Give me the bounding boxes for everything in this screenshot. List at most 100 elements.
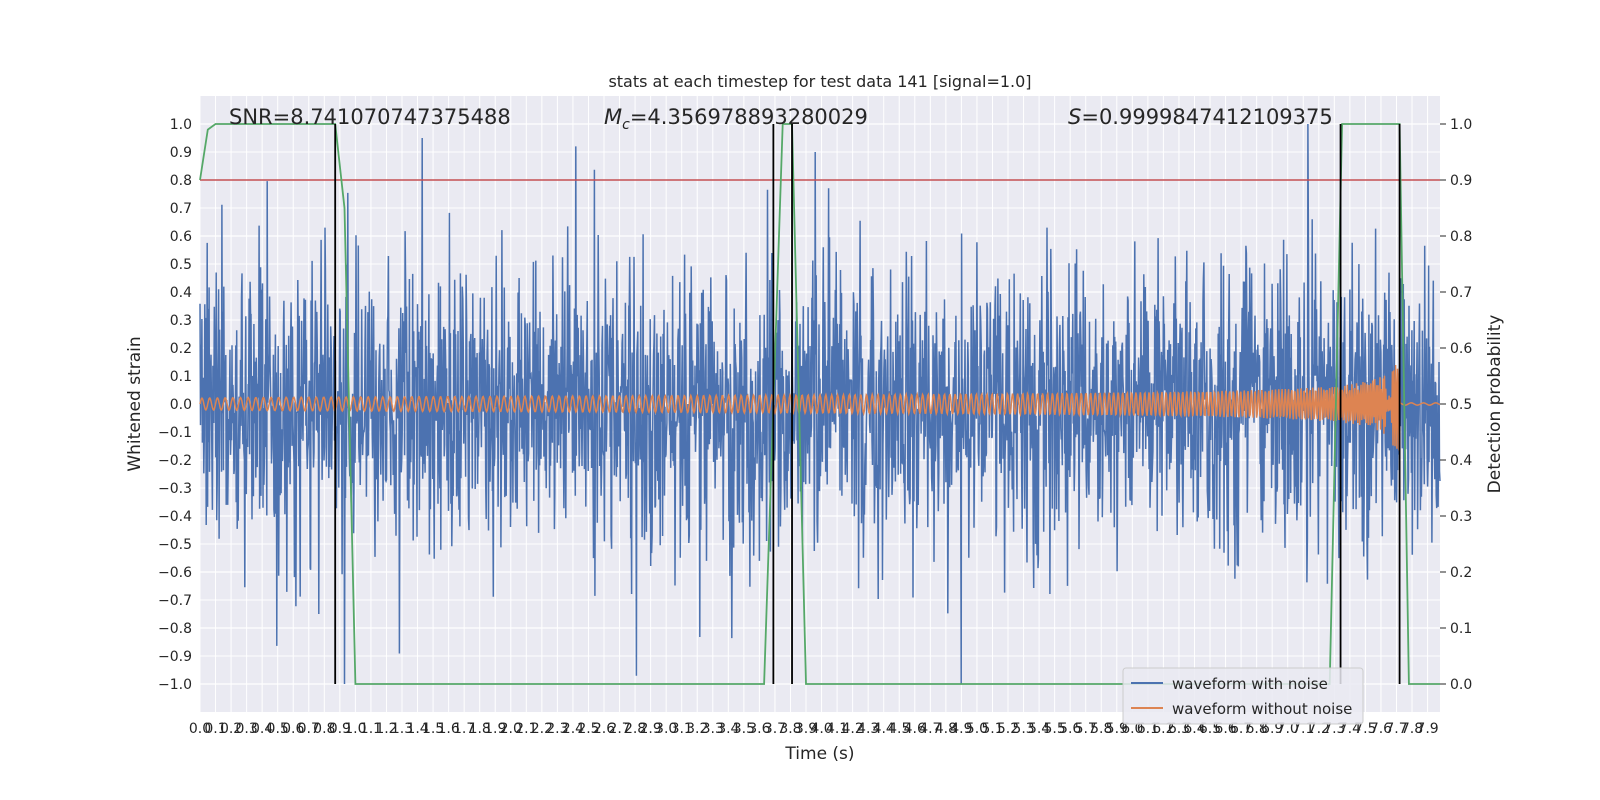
y-right-tick-label: 0.8 bbox=[1450, 229, 1472, 245]
x-tick-label: 3.2 bbox=[686, 721, 708, 737]
x-tick-label: 6.4 bbox=[1183, 721, 1205, 737]
x-tick-label: 4.3 bbox=[857, 721, 879, 737]
x-tick-label: 7.4 bbox=[1339, 721, 1361, 737]
x-tick-label: 2.2 bbox=[531, 721, 553, 737]
x-tick-label: 3.0 bbox=[655, 721, 677, 737]
x-tick-label: 7.1 bbox=[1292, 721, 1314, 737]
y-right-tick-label: 0.2 bbox=[1450, 565, 1472, 581]
y-axis-right-label: Detection probability bbox=[1485, 315, 1505, 494]
series-waveform-with-noise bbox=[199, 123, 1441, 685]
x-tick-label: 5.9 bbox=[1106, 721, 1128, 737]
s-value: =0.9999847412109375 bbox=[1081, 105, 1332, 129]
x-tick-label: 7.0 bbox=[1277, 721, 1299, 737]
y-axis-label: Whitened strain bbox=[125, 336, 145, 471]
x-tick-label: 1.2 bbox=[375, 721, 397, 737]
x-tick-label: 0.6 bbox=[282, 721, 304, 737]
y-tick-label: −0.9 bbox=[158, 649, 192, 665]
x-tick-label: 1.0 bbox=[344, 721, 366, 737]
y-right-tick-label: 0.6 bbox=[1450, 341, 1472, 357]
x-tick-label: 1.8 bbox=[469, 721, 491, 737]
y-tick-label: −1.0 bbox=[158, 677, 192, 693]
x-tick-label: 2.9 bbox=[639, 721, 661, 737]
x-tick-label: 4.0 bbox=[810, 721, 832, 737]
x-tick-label: 2.4 bbox=[562, 721, 584, 737]
x-tick-label: 4.7 bbox=[919, 721, 941, 737]
x-tick-label: 7.8 bbox=[1401, 721, 1423, 737]
annotation-snr: SNR=8.741070747375488 bbox=[229, 105, 511, 129]
y-tick-label: 0.7 bbox=[170, 201, 192, 217]
x-tick-label: 0.1 bbox=[204, 721, 226, 737]
x-tick-label: 1.6 bbox=[437, 721, 459, 737]
y-tick-label: 0.8 bbox=[170, 173, 192, 189]
x-tick-label: 7.5 bbox=[1354, 721, 1376, 737]
x-tick-label: 7.3 bbox=[1323, 721, 1345, 737]
x-tick-label: 0.9 bbox=[329, 721, 351, 737]
legend: waveform with noise waveform without noi… bbox=[1122, 667, 1364, 725]
y-tick-label: −0.7 bbox=[158, 593, 192, 609]
x-tick-label: 5.6 bbox=[1059, 721, 1081, 737]
chirp-mass-symbol: M bbox=[604, 105, 622, 129]
y-right-tick-label: 0.1 bbox=[1450, 621, 1472, 637]
x-tick-label: 2.1 bbox=[515, 721, 537, 737]
x-tick-label: 0.0 bbox=[189, 721, 211, 737]
x-tick-label: 1.9 bbox=[484, 721, 506, 737]
y-right-tick-label: 0.3 bbox=[1450, 509, 1472, 525]
x-tick-label: 7.9 bbox=[1416, 721, 1438, 737]
chart-title: stats at each timestep for test data 141… bbox=[608, 72, 1031, 91]
y-tick-label: 0.0 bbox=[170, 397, 192, 413]
series-detection-probability bbox=[199, 123, 1440, 685]
y-tick-label: −0.3 bbox=[158, 481, 192, 497]
x-tick-label: 4.8 bbox=[935, 721, 957, 737]
x-tick-label: 4.6 bbox=[904, 721, 926, 737]
legend-label-clean: waveform without noise bbox=[1172, 700, 1352, 718]
x-tick-label: 1.1 bbox=[360, 721, 382, 737]
y-tick-label: −0.5 bbox=[158, 537, 192, 553]
x-tick-label: 0.7 bbox=[298, 721, 320, 737]
chirp-mass-subscript: c bbox=[622, 117, 630, 133]
x-tick-label: 0.2 bbox=[220, 721, 242, 737]
y-right-tick-label: 0.5 bbox=[1450, 397, 1472, 413]
x-tick-label: 2.8 bbox=[624, 721, 646, 737]
x-tick-label: 6.9 bbox=[1261, 721, 1283, 737]
s-symbol: S bbox=[1068, 105, 1081, 129]
y-right-tick-label: 0.4 bbox=[1450, 453, 1472, 469]
y-tick-label: −0.2 bbox=[158, 453, 192, 469]
x-tick-label: 0.4 bbox=[251, 721, 273, 737]
x-tick-label: 0.3 bbox=[235, 721, 257, 737]
x-tick-label: 5.0 bbox=[966, 721, 988, 737]
y-axis-ticks: −1.0 −0.9 −0.8 −0.7 −0.6 −0.5 −0.4 −0.3 −0.2 −0.1… bbox=[158, 117, 192, 693]
series-layer bbox=[199, 123, 1441, 685]
x-tick-label: 2.0 bbox=[500, 721, 522, 737]
x-tick-label: 6.0 bbox=[1121, 721, 1143, 737]
x-tick-label: 0.8 bbox=[313, 721, 335, 737]
x-tick-label: 3.5 bbox=[733, 721, 755, 737]
y-tick-label: 0.1 bbox=[170, 369, 192, 385]
y-axis-right-ticks: 0.0 0.1 0.2 0.3 0.4 0.5 0.6 0.7 0.8 0.9 1.0 bbox=[1440, 117, 1472, 693]
y-tick-label: −0.6 bbox=[158, 565, 192, 581]
y-right-tick-label: 0.9 bbox=[1450, 173, 1472, 189]
x-tick-label: 2.5 bbox=[577, 721, 599, 737]
x-tick-label: 4.4 bbox=[873, 721, 895, 737]
x-tick-label: 5.7 bbox=[1075, 721, 1097, 737]
annotation-chirp-mass: Mc=4.356978893280029 bbox=[604, 105, 868, 133]
x-tick-label: 4.9 bbox=[950, 721, 972, 737]
y-tick-label: 1.0 bbox=[170, 117, 192, 133]
x-tick-label: 4.2 bbox=[841, 721, 863, 737]
x-tick-label: 5.4 bbox=[1028, 721, 1050, 737]
x-tick-label: 6.2 bbox=[1152, 721, 1174, 737]
y-tick-label: 0.9 bbox=[170, 145, 192, 161]
x-tick-label: 2.7 bbox=[608, 721, 630, 737]
x-tick-label: 2.6 bbox=[593, 721, 615, 737]
y-right-tick-label: 1.0 bbox=[1450, 117, 1472, 133]
x-tick-label: 2.3 bbox=[546, 721, 568, 737]
legend-box bbox=[1122, 667, 1364, 725]
y-tick-label: −0.1 bbox=[158, 425, 192, 441]
x-tick-label: 3.9 bbox=[795, 721, 817, 737]
x-tick-label: 5.3 bbox=[1012, 721, 1034, 737]
x-tick-label: 5.2 bbox=[997, 721, 1019, 737]
x-tick-label: 6.3 bbox=[1168, 721, 1190, 737]
y-right-tick-label: 0.0 bbox=[1450, 677, 1472, 693]
x-tick-label: 6.5 bbox=[1199, 721, 1221, 737]
x-tick-label: 1.4 bbox=[406, 721, 428, 737]
x-tick-label: 6.7 bbox=[1230, 721, 1252, 737]
